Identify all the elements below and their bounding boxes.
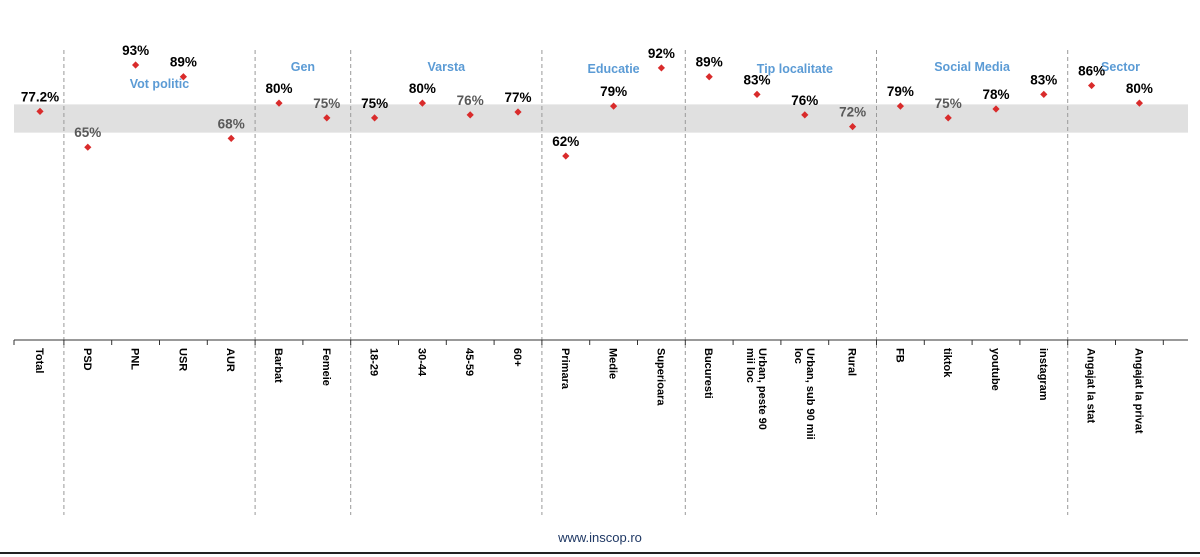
category-label: Superioara — [654, 348, 666, 406]
data-label: 68% — [218, 116, 245, 131]
category-label: 30-44 — [415, 348, 427, 377]
data-label: 77.2% — [21, 89, 59, 104]
group-label: Gen — [291, 60, 315, 74]
group-dividers — [63, 50, 1069, 515]
category-label: USR — [176, 348, 188, 371]
category-label: Barbat — [272, 348, 284, 383]
data-label: 83% — [1030, 72, 1057, 87]
group-label: Vot politic — [130, 77, 190, 91]
category-label: Rural — [846, 348, 858, 376]
data-point — [275, 99, 283, 107]
data-point — [1088, 81, 1096, 90]
data-point — [466, 111, 474, 119]
data-label: 80% — [409, 81, 436, 96]
data-point — [36, 107, 44, 115]
x-ticks — [13, 340, 1164, 345]
value-labels: 77.2% 65% 93% 89% 68% 80% 75% 75% 80% 76% 77% 62% 79… — [21, 43, 1153, 149]
category-label: 18-29 — [368, 348, 380, 376]
category-label: 60+ — [511, 348, 523, 367]
data-label: 65% — [74, 125, 101, 140]
data-points — [36, 61, 1143, 160]
group-label: Varsta — [428, 60, 467, 74]
data-point — [132, 61, 140, 69]
category-label: Angajat la stat — [1085, 348, 1097, 424]
data-point — [323, 114, 331, 122]
data-point — [849, 123, 857, 131]
data-label: 62% — [552, 134, 579, 149]
group-label: Educatie — [588, 62, 640, 76]
group-label: Sector — [1101, 60, 1140, 74]
data-label: 77% — [504, 90, 531, 105]
data-point — [562, 152, 570, 160]
data-label: 89% — [696, 55, 723, 70]
data-point — [1135, 99, 1143, 107]
group-label: Tip localitate — [757, 62, 833, 76]
data-point — [179, 73, 187, 81]
category-labels: Total PSD PNL USR AUR Barbat Femeie 18-29 30-44 4… — [33, 348, 1144, 440]
data-point — [944, 114, 952, 122]
category-label: Primara — [559, 348, 571, 390]
category-label: Angajat la privat — [1132, 348, 1144, 434]
bottom-rule — [0, 552, 1200, 554]
data-label: 83% — [743, 72, 770, 87]
data-label: 76% — [791, 93, 818, 108]
category-label: Medie — [607, 348, 619, 379]
data-label: 86% — [1078, 64, 1105, 79]
data-label: 72% — [839, 105, 866, 120]
data-point — [992, 105, 1000, 113]
category-label: Femeie — [320, 348, 332, 386]
data-label: 75% — [361, 96, 388, 111]
data-point — [801, 111, 809, 119]
category-label: AUR — [224, 348, 236, 372]
data-label: 78% — [982, 87, 1009, 102]
category-label: instagram — [1037, 348, 1049, 401]
data-point — [371, 114, 379, 122]
data-point — [227, 134, 235, 142]
category-label: FB — [893, 348, 905, 363]
group-labels: Vot politic Gen Varsta Educatie Tip localita… — [130, 60, 1140, 91]
data-label: 89% — [170, 55, 197, 70]
data-point — [657, 64, 665, 72]
data-point — [1040, 90, 1048, 98]
data-point — [84, 143, 92, 151]
data-point — [514, 108, 522, 116]
data-label: 75% — [313, 96, 340, 111]
data-point — [705, 73, 713, 81]
category-label: 45-59 — [463, 348, 475, 376]
category-label: Bucuresti — [702, 348, 714, 399]
data-label: 80% — [265, 81, 292, 96]
data-label: 76% — [457, 93, 484, 108]
category-label: PNL — [129, 348, 141, 370]
data-point — [896, 102, 904, 110]
data-label: 75% — [935, 96, 962, 111]
data-label: 79% — [600, 84, 627, 99]
data-point — [418, 99, 426, 107]
data-label: 92% — [648, 46, 675, 61]
average-band — [14, 104, 1188, 133]
data-label: 79% — [887, 84, 914, 99]
data-label: 80% — [1126, 81, 1153, 96]
category-label: PSD — [81, 348, 93, 371]
group-label: Social Media — [934, 60, 1011, 74]
category-label: Urban, sub 90 miiloc — [792, 348, 816, 440]
category-label: Total — [33, 348, 45, 373]
data-label: 93% — [122, 43, 149, 58]
category-label: youtube — [989, 348, 1001, 391]
data-point — [753, 90, 761, 98]
category-label: Urban, peste 90mii loc — [744, 348, 768, 430]
data-point — [610, 102, 618, 110]
category-label: tiktok — [941, 348, 953, 378]
footer-url[interactable]: www.inscop.ro — [558, 530, 642, 545]
